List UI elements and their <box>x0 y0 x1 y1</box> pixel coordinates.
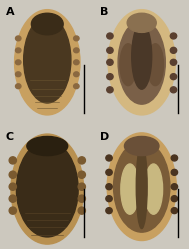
Ellipse shape <box>9 183 16 190</box>
Ellipse shape <box>125 136 159 156</box>
Ellipse shape <box>16 141 78 237</box>
Ellipse shape <box>78 207 85 214</box>
Ellipse shape <box>74 36 79 41</box>
Ellipse shape <box>107 59 113 65</box>
Ellipse shape <box>107 87 113 93</box>
Text: B: B <box>100 7 108 17</box>
Text: C: C <box>5 132 14 142</box>
Ellipse shape <box>106 208 112 214</box>
Ellipse shape <box>15 36 21 41</box>
Ellipse shape <box>9 207 16 214</box>
Ellipse shape <box>114 141 170 232</box>
Ellipse shape <box>106 184 112 190</box>
Ellipse shape <box>170 33 177 39</box>
Ellipse shape <box>170 74 177 80</box>
Ellipse shape <box>136 145 147 229</box>
Ellipse shape <box>106 196 112 202</box>
Ellipse shape <box>11 134 84 244</box>
Ellipse shape <box>27 136 68 156</box>
Ellipse shape <box>106 155 112 161</box>
Ellipse shape <box>171 196 178 202</box>
Ellipse shape <box>74 72 79 77</box>
Ellipse shape <box>171 169 178 175</box>
Ellipse shape <box>74 48 79 53</box>
Ellipse shape <box>144 164 163 214</box>
Ellipse shape <box>15 10 80 115</box>
Ellipse shape <box>74 60 79 65</box>
Ellipse shape <box>78 183 85 190</box>
Ellipse shape <box>9 171 16 178</box>
Ellipse shape <box>127 13 156 32</box>
Ellipse shape <box>15 60 21 65</box>
Ellipse shape <box>170 87 177 93</box>
Ellipse shape <box>31 13 63 35</box>
Ellipse shape <box>106 169 112 175</box>
Ellipse shape <box>15 48 21 53</box>
Ellipse shape <box>78 157 85 164</box>
Ellipse shape <box>132 23 152 89</box>
Ellipse shape <box>9 195 16 202</box>
Ellipse shape <box>118 20 165 104</box>
Text: A: A <box>5 7 14 17</box>
Text: D: D <box>100 132 109 142</box>
Ellipse shape <box>171 155 178 161</box>
Ellipse shape <box>121 164 139 214</box>
Ellipse shape <box>15 72 21 77</box>
Ellipse shape <box>170 47 177 53</box>
Ellipse shape <box>78 171 85 178</box>
Ellipse shape <box>147 44 163 86</box>
Ellipse shape <box>9 157 16 164</box>
Ellipse shape <box>108 10 175 115</box>
Ellipse shape <box>107 74 113 80</box>
Ellipse shape <box>74 84 79 89</box>
Ellipse shape <box>78 195 85 202</box>
Ellipse shape <box>171 184 178 190</box>
Ellipse shape <box>120 44 136 86</box>
Ellipse shape <box>107 47 113 53</box>
Ellipse shape <box>107 133 176 241</box>
Ellipse shape <box>170 59 177 65</box>
Ellipse shape <box>24 17 71 103</box>
Ellipse shape <box>15 84 21 89</box>
Ellipse shape <box>171 208 178 214</box>
Ellipse shape <box>107 33 113 39</box>
